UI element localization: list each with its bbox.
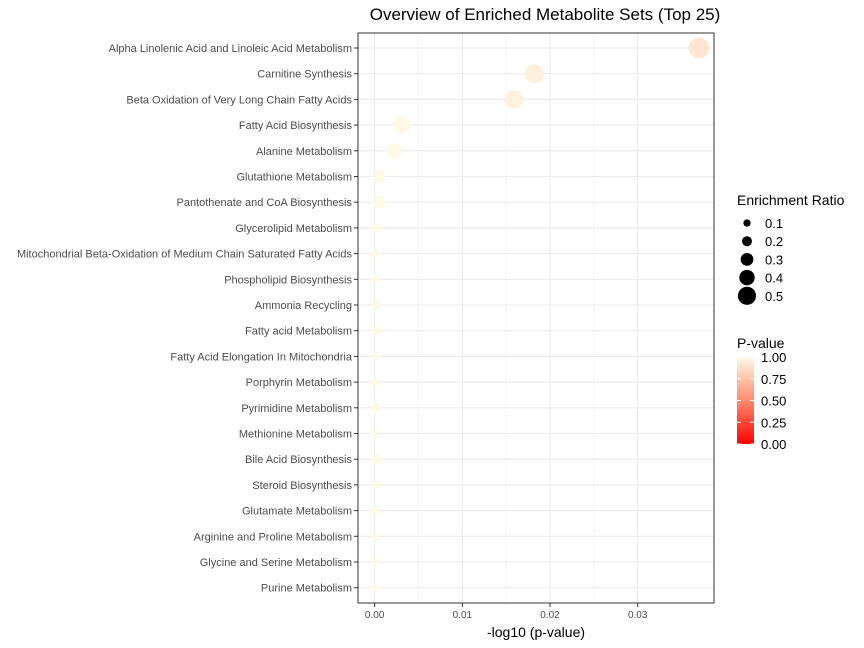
data-point	[372, 481, 381, 489]
data-point	[504, 90, 524, 109]
size-legend-key	[742, 236, 752, 247]
size-legend-label: 0.4	[765, 271, 783, 286]
data-point	[372, 430, 379, 437]
y-tick-labels: Alpha Linolenic Acid and Linoleic Acid M…	[17, 43, 358, 595]
x-tick-labels: 0.00 0.01 0.02 0.03	[365, 603, 648, 621]
color-legend-label: 0.50	[761, 394, 786, 409]
data-point	[370, 403, 381, 413]
data-point	[372, 195, 386, 209]
data-point	[371, 275, 380, 284]
data-point	[371, 378, 380, 386]
size-legend-items: 0.1 0.2 0.3 0.4 0.5	[737, 216, 783, 305]
size-legend-key	[740, 253, 754, 266]
y-tick-label: Alpha Linolenic Acid and Linoleic Acid M…	[109, 43, 352, 55]
size-legend-title: Enrichment Ratio	[737, 192, 845, 208]
size-legend-label: 0.3	[765, 252, 783, 267]
y-tick-label: Glycerolipid Metabolism	[235, 223, 352, 235]
x-tick-label: 0.02	[540, 610, 560, 621]
data-point	[371, 249, 380, 258]
data-point	[372, 584, 379, 592]
chart-title: Overview of Enriched Metabolite Sets (To…	[370, 5, 721, 24]
y-tick-label: Purine Metabolism	[261, 583, 352, 595]
data-point	[372, 326, 381, 336]
data-point	[372, 558, 379, 566]
color-legend-title: P-value	[737, 335, 785, 351]
data-point	[372, 300, 381, 310]
color-legend-labels: 1.00 0.75 0.50 0.25 0.00	[737, 350, 786, 452]
size-legend: Enrichment Ratio 0.1 0.2 0.3 0.4 0.5	[737, 192, 845, 305]
y-tick-label: Glutathione Metabolism	[236, 172, 352, 184]
x-tick-label: 0.01	[453, 610, 473, 621]
size-legend-label: 0.2	[765, 234, 783, 249]
data-point	[371, 223, 382, 233]
x-tick-label: 0.00	[365, 610, 385, 621]
y-tick-label: Glycine and Serine Metabolism	[200, 557, 352, 569]
data-point	[372, 532, 379, 540]
data-points	[370, 37, 710, 592]
plot-panel-border	[357, 32, 715, 604]
data-point	[524, 64, 544, 84]
data-point	[371, 506, 380, 515]
size-legend-key	[743, 219, 751, 227]
y-tick-label: Porphyrin Metabolism	[246, 377, 352, 389]
color-legend-bar	[737, 357, 754, 444]
y-tick-label: Pyrimidine Metabolism	[241, 403, 352, 415]
color-legend-label: 0.00	[761, 437, 786, 452]
x-axis-label: -log10 (p-value)	[487, 624, 585, 640]
size-legend-label: 0.1	[765, 216, 783, 231]
color-legend-label: 0.25	[761, 415, 786, 430]
color-legend-label: 0.75	[761, 372, 786, 387]
y-tick-label: Beta Oxidation of Very Long Chain Fatty …	[126, 94, 352, 106]
size-legend-key	[739, 269, 755, 286]
grid-layer	[358, 33, 714, 603]
size-legend-key	[737, 286, 757, 305]
data-point	[372, 170, 386, 183]
data-point	[371, 454, 382, 465]
color-legend-label: 1.00	[761, 350, 786, 365]
y-tick-label: Methionine Metabolism	[239, 429, 352, 441]
data-point	[386, 143, 402, 159]
y-tick-label: Fatty Acid Biosynthesis	[239, 120, 353, 132]
y-tick-label: Glutamate Metabolism	[242, 506, 352, 518]
y-tick-label: Arginine and Proline Metabolism	[194, 531, 352, 543]
x-tick-label: 0.03	[628, 610, 648, 621]
data-point	[688, 37, 710, 59]
size-legend-label: 0.5	[765, 289, 783, 304]
color-legend: P-value 1.00 0.75 0.50 0.25 0.00	[737, 335, 786, 452]
data-point	[393, 116, 411, 134]
y-tick-label: Fatty Acid Elongation In Mitochondria	[170, 351, 352, 363]
y-tick-label: Pantothenate and CoA Biosynthesis	[176, 197, 352, 209]
y-tick-label: Alanine Metabolism	[256, 146, 352, 158]
data-point	[372, 352, 381, 361]
y-tick-label: Fatty acid Metabolism	[245, 326, 352, 338]
y-tick-label: Ammonia Recycling	[255, 300, 352, 312]
y-tick-label: Mitochondrial Beta-Oxidation of Medium C…	[17, 249, 353, 261]
y-tick-label: Phospholipid Biosynthesis	[224, 274, 352, 286]
y-tick-label: Bile Acid Biosynthesis	[245, 454, 352, 466]
y-tick-label: Carnitine Synthesis	[257, 69, 352, 81]
y-tick-label: Steroid Biosynthesis	[252, 480, 352, 492]
